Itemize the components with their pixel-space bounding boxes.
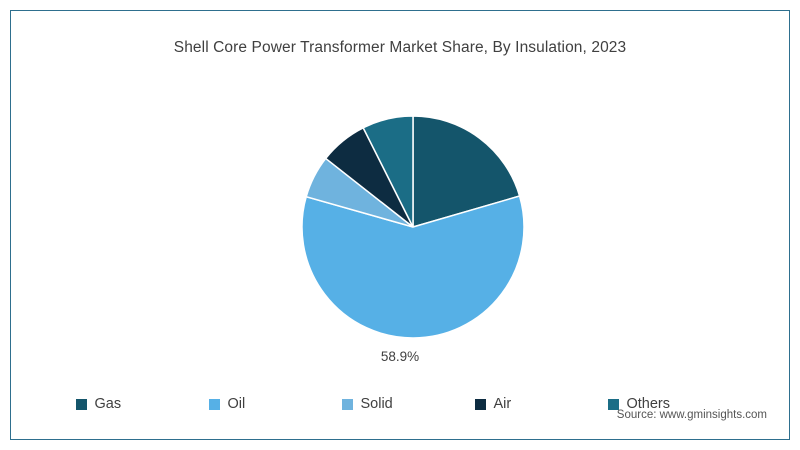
legend-swatch-oil	[208, 398, 220, 410]
legend-label-gas: Gas	[94, 396, 122, 412]
chart-frame: Shell Core Power Transformer Market Shar…	[10, 10, 790, 440]
pie-slice-others[interactable]	[362, 115, 414, 228]
pie-chart-svg	[301, 115, 525, 339]
legend-item-oil[interactable]: Oil	[201, 396, 334, 412]
legend-swatch-solid	[341, 398, 353, 410]
pie-slices	[301, 115, 525, 339]
legend-item-solid[interactable]: Solid	[334, 396, 467, 412]
pie-slice-oil[interactable]	[301, 195, 525, 339]
chart-title: Shell Core Power Transformer Market Shar…	[173, 39, 627, 56]
legend-swatch-air	[474, 398, 486, 410]
pie-data-label: 58.9%	[380, 349, 420, 364]
legend-label-others: Others	[626, 396, 671, 412]
legend-item-others[interactable]: Others	[600, 396, 733, 412]
legend-label-oil: Oil	[227, 396, 246, 412]
legend-swatch-others	[607, 398, 619, 410]
source-attribution: Source: www.gminsights.com	[616, 409, 767, 421]
legend-swatch-gas	[75, 398, 87, 410]
legend-item-gas[interactable]: Gas	[68, 396, 201, 412]
pie-slice-gas[interactable]	[412, 115, 521, 228]
pie-chart	[301, 115, 525, 339]
legend-label-solid: Solid	[360, 396, 393, 412]
legend-label-air: Air	[493, 396, 512, 412]
chart-legend: Gas Oil Solid Air Others	[11, 396, 789, 412]
legend-item-air[interactable]: Air	[467, 396, 600, 412]
